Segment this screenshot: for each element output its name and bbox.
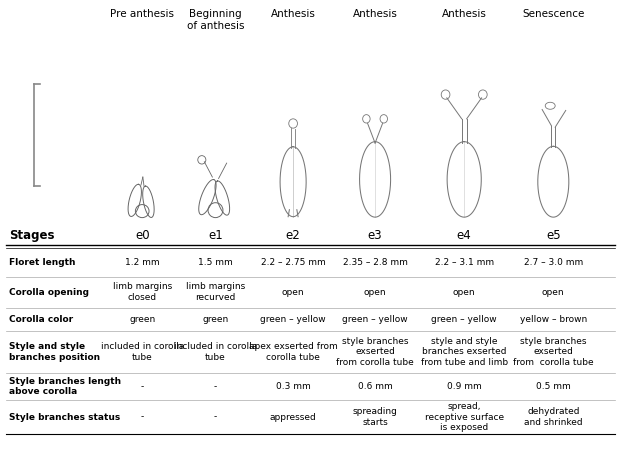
Text: spreading
starts: spreading starts: [353, 407, 397, 427]
Text: 1.2 mm: 1.2 mm: [125, 258, 160, 267]
Text: Corolla opening: Corolla opening: [9, 288, 89, 297]
Text: apex exserted from
corolla tube: apex exserted from corolla tube: [249, 342, 337, 362]
Text: yellow – brown: yellow – brown: [520, 315, 587, 324]
Text: Style branches length
above corolla: Style branches length above corolla: [9, 377, 122, 396]
Text: e2: e2: [286, 229, 301, 242]
Text: 2.7 – 3.0 mm: 2.7 – 3.0 mm: [524, 258, 583, 267]
Text: Anthesis: Anthesis: [271, 9, 315, 19]
Text: Anthesis: Anthesis: [442, 9, 487, 19]
Text: e4: e4: [457, 229, 471, 242]
Text: 0.3 mm: 0.3 mm: [276, 382, 310, 391]
Text: open: open: [542, 288, 564, 297]
Text: Stages: Stages: [9, 229, 55, 242]
Text: appressed: appressed: [270, 412, 317, 422]
Text: Corolla color: Corolla color: [9, 315, 73, 324]
Text: dehydrated
and shrinked: dehydrated and shrinked: [524, 407, 582, 427]
Text: Anthesis: Anthesis: [353, 9, 397, 19]
Text: open: open: [364, 288, 386, 297]
Text: 2.2 – 2.75 mm: 2.2 – 2.75 mm: [261, 258, 325, 267]
Text: green – yellow: green – yellow: [432, 315, 497, 324]
Text: Beginning
of anthesis: Beginning of anthesis: [187, 9, 244, 31]
Text: 0.6 mm: 0.6 mm: [358, 382, 392, 391]
Text: Senescence: Senescence: [522, 9, 584, 19]
Text: e0: e0: [135, 229, 150, 242]
Text: open: open: [453, 288, 476, 297]
Text: 2.35 – 2.8 mm: 2.35 – 2.8 mm: [343, 258, 407, 267]
Text: limb margins
recurved: limb margins recurved: [186, 282, 245, 302]
Text: -: -: [214, 412, 217, 422]
Text: spread,
receptive surface
is exposed: spread, receptive surface is exposed: [425, 402, 504, 432]
Text: e1: e1: [208, 229, 223, 242]
Text: green: green: [129, 315, 155, 324]
Text: included in corolla
tube: included in corolla tube: [174, 342, 257, 362]
Text: -: -: [140, 382, 144, 391]
Text: e5: e5: [546, 229, 561, 242]
Text: green: green: [202, 315, 229, 324]
Text: 0.5 mm: 0.5 mm: [536, 382, 571, 391]
Text: -: -: [140, 412, 144, 422]
Text: Style branches status: Style branches status: [9, 412, 120, 422]
Text: open: open: [282, 288, 304, 297]
Text: Style and style
branches position: Style and style branches position: [9, 342, 101, 362]
Text: green – yellow: green – yellow: [260, 315, 326, 324]
Text: style branches
exserted
from corolla tube: style branches exserted from corolla tub…: [336, 337, 414, 367]
Text: -: -: [214, 382, 217, 391]
Text: limb margins
closed: limb margins closed: [112, 282, 172, 302]
Text: 2.2 – 3.1 mm: 2.2 – 3.1 mm: [435, 258, 494, 267]
Text: style and style
branches exserted
from tube and limb: style and style branches exserted from t…: [420, 337, 508, 367]
Text: style branches
exserted
from  corolla tube: style branches exserted from corolla tub…: [513, 337, 594, 367]
Text: e3: e3: [368, 229, 383, 242]
Text: 1.5 mm: 1.5 mm: [198, 258, 233, 267]
Text: Pre anthesis: Pre anthesis: [110, 9, 175, 19]
Text: included in corolla
tube: included in corolla tube: [101, 342, 184, 362]
Text: Floret length: Floret length: [9, 258, 76, 267]
Text: 0.9 mm: 0.9 mm: [447, 382, 481, 391]
Text: green – yellow: green – yellow: [342, 315, 408, 324]
